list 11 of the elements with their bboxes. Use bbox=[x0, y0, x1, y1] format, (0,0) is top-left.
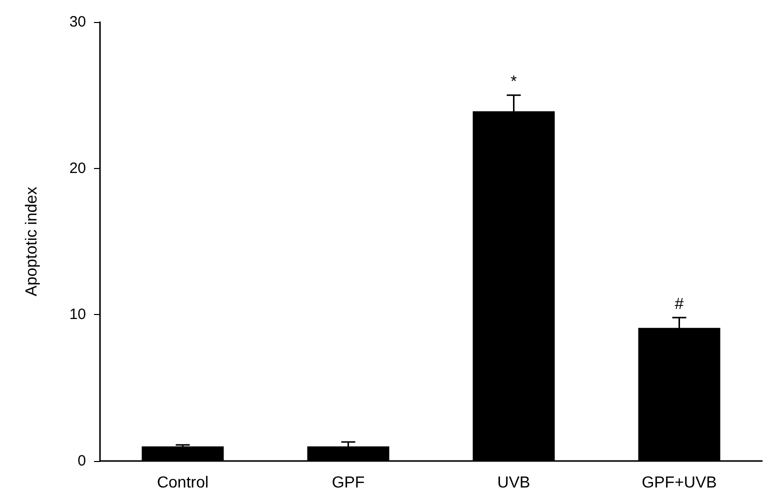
annotation: # bbox=[674, 296, 684, 314]
y-tick-label: 20 bbox=[69, 160, 86, 177]
x-tick-label: Control bbox=[156, 474, 209, 492]
x-tick-label: GPF bbox=[332, 474, 365, 492]
y-tick-label: 10 bbox=[69, 306, 86, 324]
x-tick-label: GPF+UVB bbox=[642, 474, 717, 492]
y-tick-label: 0 bbox=[78, 452, 86, 470]
y-axis-title: Apoptotic index bbox=[24, 186, 40, 296]
y-tick-label: 30 bbox=[69, 14, 86, 30]
x-tick-label: UVB bbox=[497, 474, 530, 492]
annotation: * bbox=[510, 74, 517, 91]
